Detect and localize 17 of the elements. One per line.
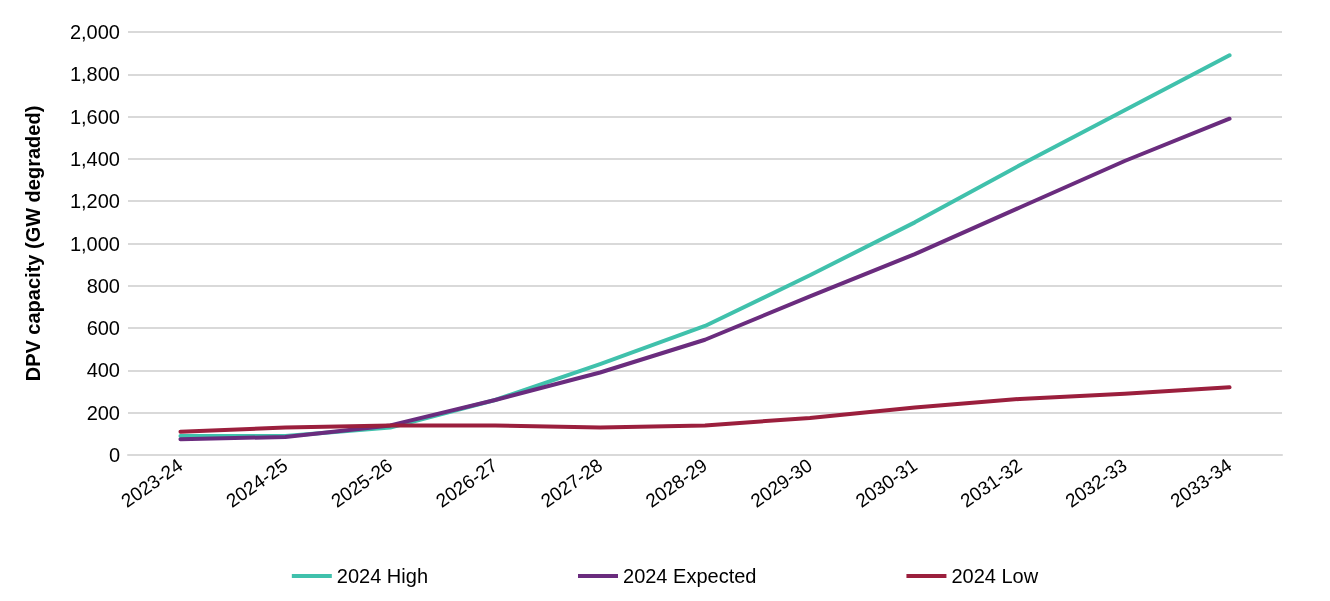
legend-label: 2024 Low [951, 565, 1039, 587]
y-axis-title: DPV capacity (GW degraded) [22, 105, 44, 382]
y-tick-label: 600 [86, 317, 120, 340]
y-tick-label: 0 [108, 444, 120, 466]
line-series [178, 385, 1232, 434]
y-tick-label: 200 [86, 401, 120, 424]
y-tick-label: 400 [86, 359, 120, 382]
legend-label: 2024 High [336, 565, 429, 587]
legend-label: 2024 Expected [623, 565, 757, 587]
y-tick-label: 800 [86, 274, 120, 297]
y-tick-label: 2,000 [69, 21, 120, 43]
y-tick-label: 1,400 [69, 147, 120, 170]
y-tick-label: 1,800 [69, 63, 120, 86]
y-tick-label: 1,200 [69, 190, 120, 213]
line-series [178, 116, 1232, 442]
y-tick-label: 1,600 [69, 105, 120, 128]
y-tick-label: 1,000 [69, 232, 120, 255]
